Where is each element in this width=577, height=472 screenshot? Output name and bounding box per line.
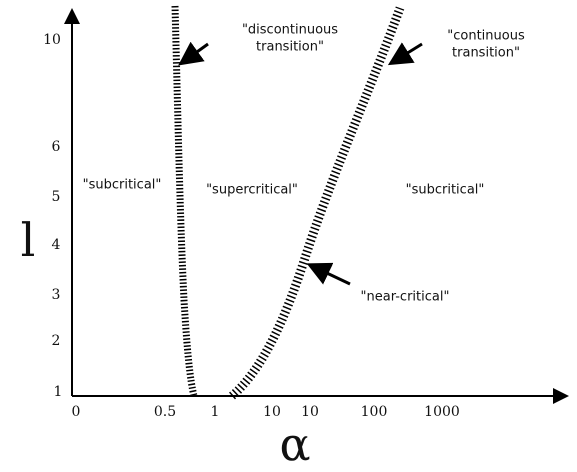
y-tick-label: 2 — [52, 333, 61, 349]
y-axis-label: l — [21, 213, 36, 267]
y-tick-label: 5 — [52, 189, 61, 205]
y-tick-label: 6 — [52, 139, 61, 155]
x-tick-label: 0.5 — [154, 404, 176, 420]
y-tick-label: 10 — [43, 32, 61, 48]
region-label: "subcritical" — [406, 183, 485, 198]
annotation: transition" — [452, 46, 520, 61]
x-tick-label: 1000 — [424, 404, 460, 420]
annotation: "discontinuous — [242, 23, 338, 38]
annotation: "continuous — [447, 29, 525, 44]
y-tick-label: 1 — [54, 384, 63, 400]
annotation: "near-critical" — [361, 290, 450, 305]
y-tick-label: 3 — [52, 287, 61, 303]
annotation: transition" — [256, 40, 324, 55]
arrow — [178, 41, 209, 66]
y-tick-label: 4 — [52, 237, 61, 253]
x-tick-label: 0 — [72, 404, 81, 420]
x-tick-label: 1 — [211, 404, 220, 420]
x-tick-label: 100 — [361, 404, 388, 420]
region-label: "subcritical" — [83, 178, 162, 193]
arrow — [306, 262, 351, 286]
region-label: "supercritical" — [206, 183, 298, 198]
x-tick-label: 10 — [263, 404, 281, 420]
x-tick-label: 10 — [301, 404, 319, 420]
discontinuous-boundary — [171, 5, 198, 397]
x-axis-label: α — [279, 417, 310, 471]
arrow — [387, 42, 423, 66]
continuous-boundary — [228, 6, 405, 400]
